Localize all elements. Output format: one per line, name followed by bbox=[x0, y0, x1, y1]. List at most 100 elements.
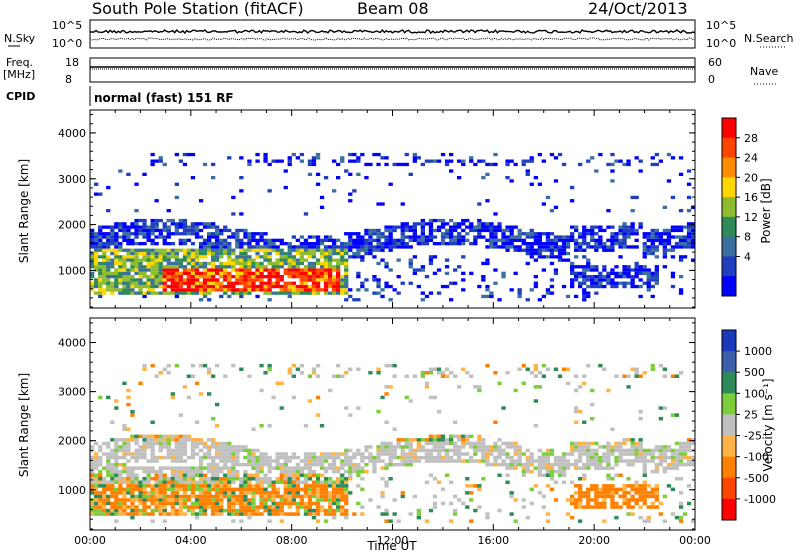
velocity-cell bbox=[404, 462, 409, 467]
power-cell bbox=[525, 172, 530, 176]
velocity-cell bbox=[122, 505, 127, 509]
noise-traces bbox=[89, 28, 696, 41]
power-cell bbox=[271, 248, 276, 252]
velocity-cell bbox=[670, 452, 676, 456]
velocity-cell bbox=[336, 494, 341, 499]
velocity-cell bbox=[267, 462, 272, 467]
power-cell bbox=[303, 245, 309, 249]
velocity-cell bbox=[307, 462, 313, 467]
power-cell bbox=[202, 162, 208, 167]
power-cell bbox=[126, 284, 131, 289]
power-cell bbox=[598, 242, 603, 246]
power-cell bbox=[174, 255, 179, 259]
power-cell bbox=[537, 232, 542, 236]
velocity-cell bbox=[303, 508, 309, 513]
velocity-cell bbox=[239, 484, 244, 488]
power-cell bbox=[400, 228, 405, 233]
power-cell bbox=[654, 232, 659, 236]
velocity-cell bbox=[243, 477, 248, 481]
velocity-cell bbox=[642, 448, 647, 453]
velocity-cell bbox=[590, 402, 595, 407]
power-cell bbox=[227, 235, 232, 239]
power-cell bbox=[190, 268, 196, 272]
power-cell bbox=[432, 271, 438, 275]
velocity-cell bbox=[537, 455, 542, 460]
power-cell bbox=[638, 268, 643, 272]
velocity-cell bbox=[384, 420, 389, 424]
power-cell bbox=[412, 225, 417, 229]
velocity-cell bbox=[453, 448, 458, 453]
velocity-cell bbox=[682, 512, 688, 516]
power-cell bbox=[150, 291, 155, 295]
velocity-cell bbox=[170, 494, 175, 499]
power-cell bbox=[90, 288, 95, 292]
velocity-cell bbox=[162, 441, 167, 446]
velocity-cell bbox=[332, 501, 337, 506]
power-cell bbox=[602, 228, 607, 233]
power-cell bbox=[493, 232, 498, 236]
velocity-cell bbox=[211, 441, 216, 446]
power-cell bbox=[420, 222, 425, 226]
velocity-cell bbox=[594, 505, 599, 509]
power-cell bbox=[315, 248, 321, 252]
power-cell bbox=[420, 298, 425, 302]
velocity-cell bbox=[319, 424, 325, 428]
velocity-cell bbox=[606, 459, 611, 463]
power-cell bbox=[227, 284, 232, 289]
velocity-cell bbox=[638, 505, 643, 509]
power-cell bbox=[247, 268, 252, 272]
power-cell bbox=[90, 275, 95, 279]
velocity-cbar-tick-label: -100 bbox=[744, 451, 769, 464]
power-cell bbox=[162, 162, 167, 167]
power-cell bbox=[509, 232, 514, 236]
power-cbar-swatch bbox=[722, 236, 736, 257]
velocity-cell bbox=[646, 491, 651, 495]
power-cell bbox=[142, 172, 147, 176]
power-cell bbox=[364, 242, 369, 246]
power-cell bbox=[323, 265, 329, 269]
velocity-cell bbox=[122, 455, 127, 460]
power-cell bbox=[691, 238, 696, 242]
velocity-cell bbox=[388, 363, 393, 368]
velocity-cell bbox=[420, 371, 425, 375]
velocity-cell bbox=[307, 512, 313, 516]
power-cell bbox=[682, 242, 688, 246]
power-cell bbox=[323, 288, 329, 292]
velocity-cell bbox=[449, 448, 454, 453]
velocity-cell bbox=[654, 469, 659, 474]
noise-panel-frame bbox=[89, 19, 696, 49]
power-cell bbox=[404, 245, 409, 249]
power-cell bbox=[328, 278, 333, 282]
velocity-cell bbox=[110, 505, 115, 509]
velocity-cell bbox=[420, 438, 425, 442]
velocity-cell bbox=[344, 508, 349, 513]
power-cbar-swatch bbox=[722, 157, 736, 178]
power-cell bbox=[449, 238, 454, 242]
power-cell bbox=[384, 235, 389, 239]
velocity-cell bbox=[295, 455, 300, 460]
velocity-cell bbox=[134, 448, 139, 453]
power-cell bbox=[138, 232, 143, 236]
velocity-cell bbox=[231, 445, 236, 449]
velocity-cell bbox=[525, 448, 530, 453]
velocity-cell bbox=[90, 459, 95, 463]
power-cell bbox=[110, 288, 115, 292]
power-cell bbox=[517, 245, 522, 249]
power-cell bbox=[614, 232, 619, 236]
power-cell bbox=[126, 258, 131, 262]
power-cell bbox=[98, 261, 103, 266]
velocity-cell bbox=[412, 374, 417, 378]
power-cell bbox=[606, 281, 611, 285]
power-cell bbox=[307, 248, 313, 252]
velocity-cell bbox=[118, 501, 123, 506]
power-cell bbox=[311, 288, 317, 292]
power-cell bbox=[626, 225, 631, 229]
power-cell bbox=[291, 291, 296, 295]
power-cell bbox=[130, 275, 135, 279]
velocity-cell bbox=[154, 487, 159, 492]
power-cell bbox=[485, 238, 490, 242]
velocity-cell bbox=[428, 438, 434, 442]
power-cell bbox=[259, 281, 264, 285]
power-cell bbox=[582, 235, 587, 239]
power-cell bbox=[194, 232, 200, 236]
